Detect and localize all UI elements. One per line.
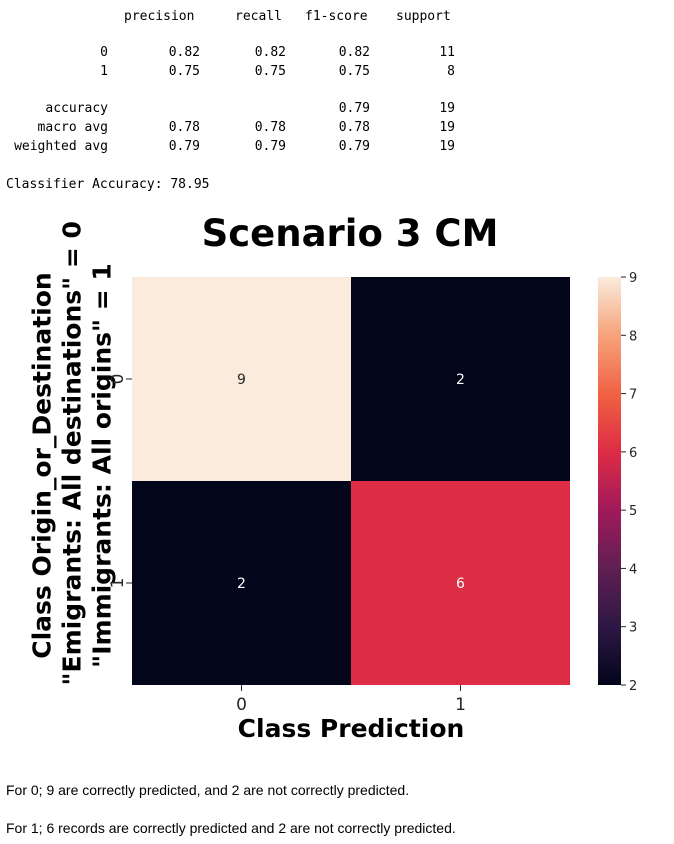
summary-recall: 0.79 (254, 139, 286, 154)
x-tick-label: 0 (236, 695, 247, 715)
row-precision: 0.75 (168, 64, 200, 79)
row-recall: 0.82 (254, 45, 286, 60)
heatmap-cell (351, 481, 570, 685)
note-class-1: For 1; 6 records are correctly predicted… (6, 820, 456, 836)
summary-label: accuracy (45, 101, 108, 116)
colorbar-tick-label: 8 (629, 329, 637, 344)
summary-f1: 0.78 (338, 120, 370, 135)
heatmap-cell (132, 277, 351, 481)
note-class-0: For 0; 9 are correctly predicted, and 2 … (6, 782, 410, 798)
summary-f1: 0.79 (338, 101, 370, 116)
row-f1: 0.75 (338, 64, 370, 79)
cell-value-label: 2 (456, 372, 465, 388)
row-label: 0 (100, 45, 108, 60)
row-support: 11 (439, 45, 455, 60)
colorbar-tick-label: 4 (629, 562, 637, 577)
header-f1: f1-score (305, 9, 368, 24)
summary-precision: 0.78 (168, 120, 200, 135)
row-recall: 0.75 (254, 64, 286, 79)
colorbar-tick-label: 2 (629, 679, 637, 694)
y-tick-label: 0 (108, 374, 128, 385)
colorbar-tick-label: 9 (629, 271, 637, 286)
header-precision: precision (124, 9, 195, 24)
heatmap-cell (132, 481, 351, 685)
summary-label: macro avg (37, 120, 108, 135)
cell-value-label: 6 (456, 576, 465, 592)
heatmap-cell (351, 277, 570, 481)
x-tick-label: 1 (455, 695, 466, 715)
row-support: 8 (447, 64, 455, 79)
colorbar-tick-label: 3 (629, 621, 637, 636)
x-axis-label: Class Prediction (237, 714, 465, 743)
colorbar-tick-label: 5 (629, 504, 637, 519)
chart-title: Scenario 3 CM (201, 212, 499, 255)
cell-value-label: 9 (237, 372, 246, 388)
summary-f1: 0.79 (338, 139, 370, 154)
colorbar (598, 277, 621, 685)
row-f1: 0.82 (338, 45, 370, 60)
summary-label: weighted avg (14, 139, 108, 154)
summary-support: 19 (439, 139, 455, 154)
classifier-accuracy: Classifier Accuracy: 78.95 (6, 177, 210, 192)
summary-support: 19 (439, 120, 455, 135)
colorbar-tick-label: 6 (629, 446, 637, 461)
row-label: 1 (100, 64, 108, 79)
y-tick-label: 1 (108, 578, 128, 589)
row-precision: 0.82 (168, 45, 200, 60)
header-support: support (396, 9, 451, 24)
header-recall: recall (235, 9, 282, 24)
summary-recall: 0.78 (254, 120, 286, 135)
cell-value-label: 2 (237, 576, 246, 592)
summary-support: 19 (439, 101, 455, 116)
summary-precision: 0.79 (168, 139, 200, 154)
colorbar-tick-label: 7 (629, 388, 637, 403)
